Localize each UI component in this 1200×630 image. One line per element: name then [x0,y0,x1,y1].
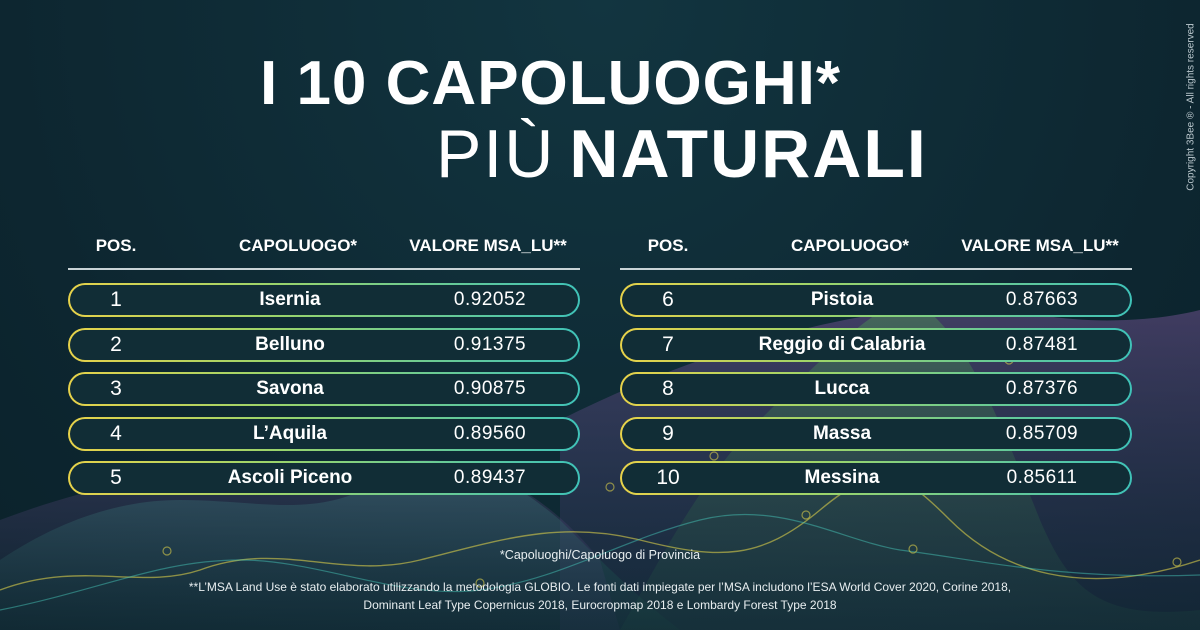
header-pos: POS. [647,236,689,255]
header-capoluogo: CAPOLUOGO* [238,236,358,255]
row-position: 8 [662,377,674,401]
table-row: 8 Lucca 0.87376 [620,372,1132,406]
title-line-1: I 10 CAPOLUOGHI* [260,49,841,118]
row-value: 0.87376 [1005,378,1079,400]
row-position: 1 [110,288,122,311]
footnote-capoluogo: *Capoluoghi/Capoluogo di Provincia [499,548,701,562]
purple-hill-left [0,460,620,630]
footnote-msa-line-2: Dominant Leaf Type Copernicus 2018, Euro… [363,598,837,612]
title-word-naturali: NATURALI [569,116,928,192]
table-row: 9 Massa 0.85709 [620,417,1132,451]
row-value: 0.85611 [1006,467,1078,489]
table-header: POS. CAPOLUOGO* VALORE MSA_LU** [620,236,1132,270]
copyright-notice: Copyright 3Bee ® - All rights reserved [1184,2,1198,212]
yellow-line [0,476,1200,591]
copyright-text: Copyright 3Bee ® - All rights reserved [1185,23,1197,191]
row-value: 0.90875 [453,378,527,400]
row-city: Reggio di Calabria [758,333,926,355]
teal-line [0,513,1200,611]
row-position: 10 [656,466,680,490]
row-position: 7 [662,332,674,356]
row-city: Belluno [255,333,325,355]
table-row: 10 Messina 0.85611 [620,461,1132,495]
row-city: L’Aquila [253,422,327,444]
row-position: 4 [110,421,122,445]
table-row: 5 Ascoli Piceno 0.89437 [68,461,580,495]
ranking-table-left: POS. CAPOLUOGO* VALORE MSA_LU** 1 Isernia… [68,236,580,506]
table-row: 2 Belluno 0.91375 [68,328,580,362]
row-value: 0.91375 [453,333,527,355]
row-position: 5 [110,466,122,490]
row-value: 0.87481 [1005,333,1079,355]
table-row: 7 Reggio di Calabria 0.87481 [620,328,1132,362]
footnote-msa: **L’MSA Land Use è stato elaborato utili… [100,578,1100,614]
row-position: 6 [662,288,674,311]
row-city: Isernia [259,289,321,310]
header-valore: VALORE MSA_LU** [961,236,1119,255]
row-city: Pistoia [810,289,874,310]
table-row: 1 Isernia 0.92052 [68,283,580,317]
row-city: Ascoli Piceno [227,467,353,489]
row-position: 2 [110,332,122,356]
title-word-piu: PIÙ [436,116,556,192]
row-value: 0.89560 [453,422,527,444]
ranking-table-right: POS. CAPOLUOGO* VALORE MSA_LU** 6 Pistoia… [620,236,1132,506]
row-city: Messina [804,467,880,489]
table-row: 3 Savona 0.90875 [68,372,580,406]
row-value: 0.87663 [1005,289,1079,310]
row-city: Massa [812,422,872,444]
footnote-msa-line-1: **L’MSA Land Use è stato elaborato utili… [188,580,1012,594]
header-capoluogo: CAPOLUOGO* [790,236,910,255]
row-value: 0.89437 [453,467,527,489]
row-position: 9 [662,421,674,445]
row-city: Savona [256,378,324,400]
table-row: 4 L’Aquila 0.89560 [68,417,580,451]
header-valore: VALORE MSA_LU** [409,236,567,255]
table-header: POS. CAPOLUOGO* VALORE MSA_LU** [68,236,580,270]
header-pos: POS. [95,236,137,255]
title-line-2: PIÙ NATURALI [436,115,1036,193]
row-city: Lucca [814,378,870,400]
row-value: 0.85709 [1005,422,1079,444]
row-position: 3 [110,377,122,401]
table-row: 6 Pistoia 0.87663 [620,283,1132,317]
row-value: 0.92052 [453,289,527,310]
